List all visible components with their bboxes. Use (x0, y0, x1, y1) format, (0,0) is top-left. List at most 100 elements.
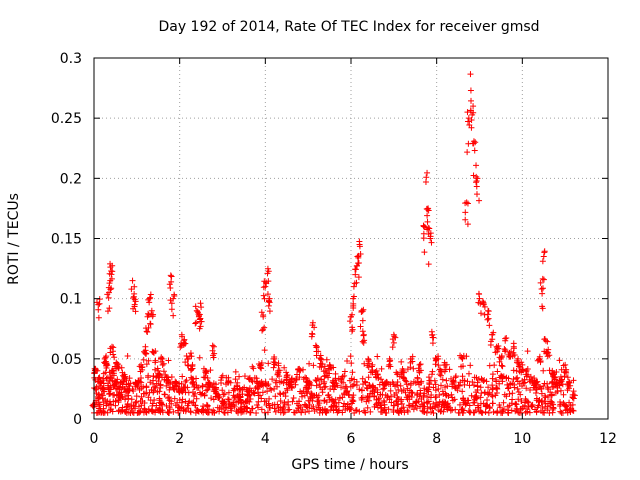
data-point (142, 325, 149, 332)
data-point (337, 375, 344, 382)
data-point-baseline (544, 384, 551, 391)
data-point-baseline (280, 404, 287, 411)
data-point (295, 366, 302, 373)
data-point-baseline (191, 384, 198, 391)
data-point-baseline (533, 397, 540, 404)
data-point-baseline (469, 378, 476, 385)
data-point-baseline (253, 409, 260, 416)
data-point (485, 315, 492, 322)
data-point-baseline (425, 386, 432, 393)
data-point-baseline (335, 407, 342, 414)
data-point-baseline (347, 383, 354, 390)
data-point (262, 283, 269, 290)
data-point-baseline (200, 406, 207, 413)
data-point-baseline (430, 409, 437, 416)
data-point-baseline (417, 379, 424, 386)
data-point (106, 305, 113, 312)
data-point-baseline (115, 383, 122, 390)
data-point (489, 336, 496, 343)
data-point-baseline (165, 357, 172, 364)
data-point-baseline (172, 402, 179, 409)
data-point (115, 391, 122, 398)
data-point (177, 344, 184, 351)
data-point (356, 243, 363, 250)
data-point-baseline (399, 374, 406, 381)
y-tick-label: 0.2 (60, 171, 82, 187)
data-point (104, 308, 111, 315)
data-point-baseline (166, 386, 173, 393)
data-point-baseline (313, 392, 320, 399)
data-point-baseline (328, 403, 335, 410)
data-point-baseline (203, 401, 210, 408)
data-point-baseline (475, 376, 482, 383)
data-point-baseline (141, 390, 148, 397)
data-point-baseline (464, 378, 471, 385)
data-point (484, 316, 491, 323)
data-point (468, 116, 475, 123)
data-point-baseline (271, 385, 278, 392)
data-point (257, 364, 264, 371)
data-point-baseline (145, 372, 152, 379)
data-point (381, 380, 388, 387)
x-axis-label: GPS time / hours (291, 457, 408, 473)
data-point-baseline (143, 409, 150, 416)
data-point-baseline (445, 392, 452, 399)
data-point-baseline (395, 386, 402, 393)
data-point-baseline (187, 408, 194, 415)
data-point-baseline (236, 373, 243, 380)
data-point-baseline (258, 406, 265, 413)
data-point-baseline (288, 375, 295, 382)
data-point-baseline (523, 385, 530, 392)
data-point-baseline (346, 392, 353, 399)
data-point-baseline (344, 405, 351, 412)
data-point (401, 369, 408, 376)
data-point (467, 87, 474, 94)
data-point (524, 366, 531, 373)
data-point (501, 348, 508, 355)
data-point-baseline (161, 391, 168, 398)
data-point-baseline (373, 400, 380, 407)
data-point-baseline (560, 400, 567, 407)
data-point-baseline (171, 395, 178, 402)
data-point-baseline (388, 393, 395, 400)
data-point-baseline (217, 377, 224, 384)
data-point-baseline (285, 407, 292, 414)
data-point-baseline (306, 408, 313, 415)
data-point-baseline (346, 377, 353, 384)
data-point (349, 328, 356, 335)
data-point-baseline (452, 406, 459, 413)
data-point (480, 300, 487, 307)
x-tick-label: 4 (261, 431, 270, 447)
data-point-baseline (485, 409, 492, 416)
data-point-baseline (378, 365, 385, 372)
data-point-baseline (189, 379, 196, 386)
data-point (266, 299, 273, 306)
data-point-baseline (440, 390, 447, 397)
data-point-baseline (335, 399, 342, 406)
data-point-baseline (272, 379, 279, 386)
data-point (470, 172, 477, 179)
data-point-baseline (174, 399, 181, 406)
data-point-baseline (363, 384, 370, 391)
data-point (236, 393, 243, 400)
data-point (258, 359, 265, 366)
data-point-baseline (166, 406, 173, 413)
data-point (407, 364, 414, 371)
data-point-baseline (342, 383, 349, 390)
data-point (349, 311, 356, 318)
data-point-baseline (299, 406, 306, 413)
data-point-baseline (166, 394, 173, 401)
data-point-baseline (241, 384, 248, 391)
data-point (198, 304, 205, 311)
data-point (460, 363, 467, 370)
data-point-baseline (280, 409, 287, 416)
data-point (502, 335, 509, 342)
data-point-baseline (486, 405, 493, 412)
data-point-baseline (472, 407, 479, 414)
data-point-baseline (477, 384, 484, 391)
data-point-baseline (149, 408, 156, 415)
data-point-baseline (147, 379, 154, 386)
data-point-baseline (153, 402, 160, 409)
data-point-baseline (364, 385, 371, 392)
data-point (481, 303, 488, 310)
